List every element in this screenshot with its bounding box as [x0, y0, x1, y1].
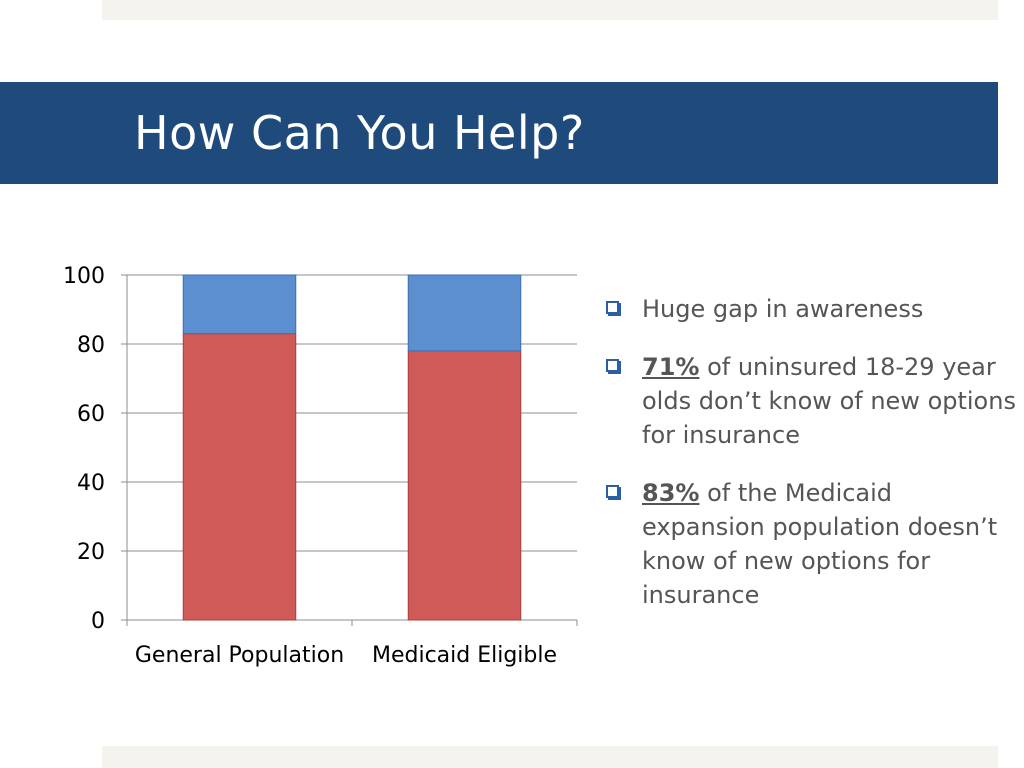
x-category-label: Medicaid Eligible [372, 643, 557, 668]
y-tick-label: 40 [77, 471, 105, 496]
bullet-medicaid-expansion: 83% of the Medicaid expansion population… [606, 476, 1016, 612]
bottom-decorative-strip [102, 746, 998, 768]
title-bar [0, 82, 998, 184]
bullet-list: Huge gap in awareness 71% of uninsured 1… [606, 292, 1016, 636]
slide-title: How Can You Help? [134, 106, 585, 160]
bar-segment-aware [407, 350, 522, 621]
bullet-young-adults: 71% of uninsured 18-29 year olds don’t k… [606, 350, 1016, 452]
bullet-text: Huge gap in awareness [642, 295, 924, 323]
bullet-stat: 71% [642, 353, 700, 381]
top-decorative-strip [102, 0, 998, 20]
bullet-text: of uninsured 18-29 year olds don’t know … [642, 353, 1016, 449]
bar-segment-aware [182, 333, 297, 621]
bullet-awareness-gap: Huge gap in awareness [606, 292, 1016, 326]
y-tick-label: 100 [63, 264, 105, 289]
bar-segment-unaware [182, 274, 297, 335]
bullet-text: of the Medicaid expansion population doe… [642, 479, 998, 609]
bullet-stat: 83% [642, 479, 700, 507]
x-category-label: General Population [135, 643, 344, 668]
stacked-bar-chart: 0 20 40 60 80 100 General Population Medicaid E… [63, 264, 578, 668]
y-tick-label: 60 [77, 402, 105, 427]
y-tick-label: 80 [77, 333, 105, 358]
hollow-square-bullet-icon [606, 359, 619, 372]
bar-segment-unaware [407, 274, 522, 352]
hollow-square-bullet-icon [606, 301, 619, 314]
y-tick-label: 0 [91, 609, 105, 634]
hollow-square-bullet-icon [606, 485, 619, 498]
y-tick-label: 20 [77, 540, 105, 565]
